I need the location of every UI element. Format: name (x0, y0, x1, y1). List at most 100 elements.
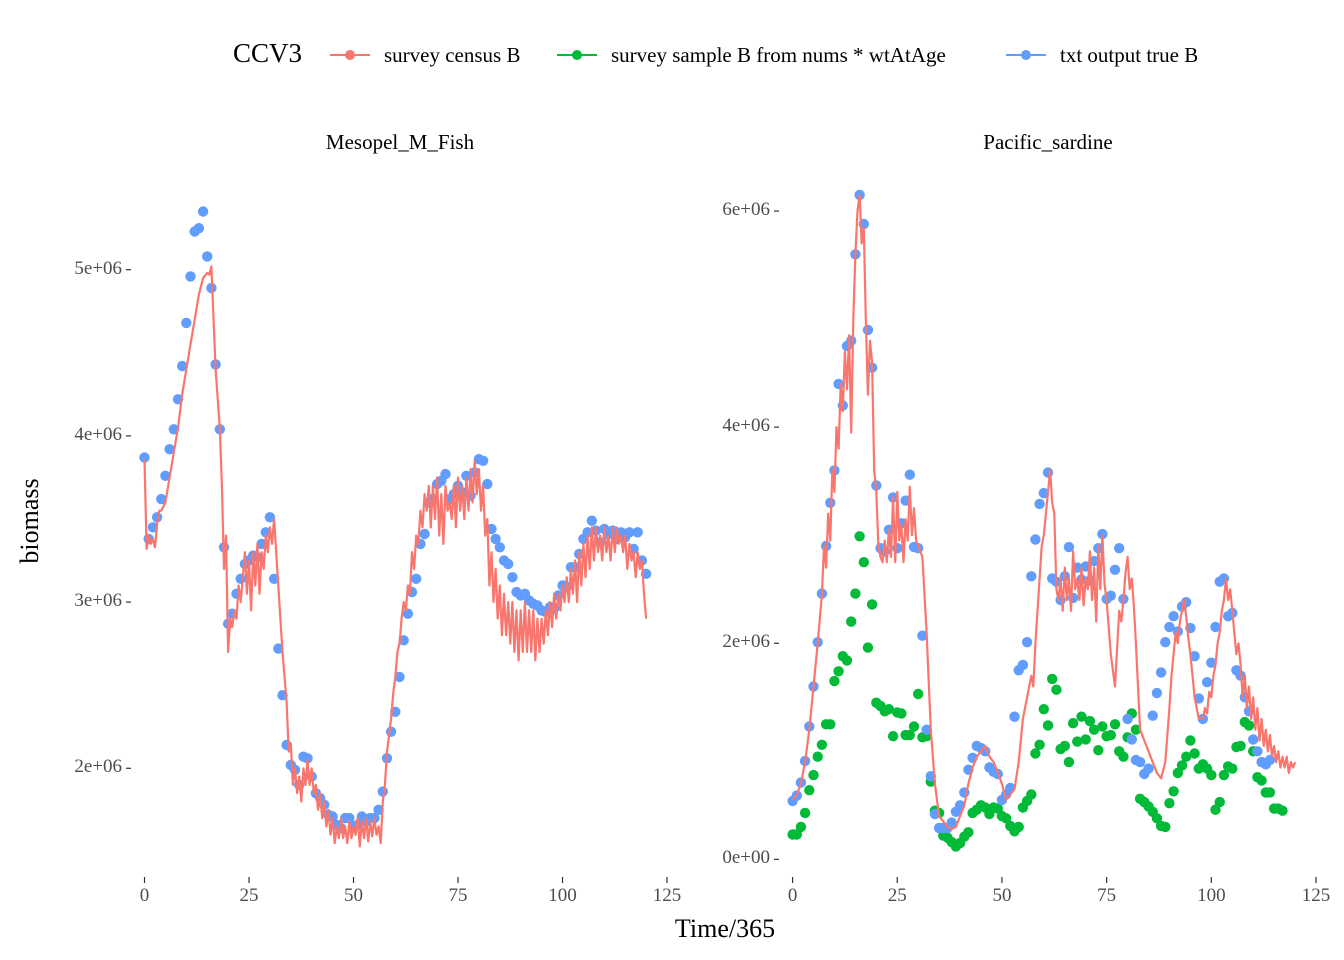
data-point-survey-sample-b-from-nums-wtatage (1038, 704, 1050, 715)
data-point-txt-output-true-b (1038, 487, 1050, 499)
data-point-survey-sample-b-from-nums-wtatage (1051, 684, 1062, 695)
data-point-survey-sample-b-from-nums-wtatage (799, 807, 811, 819)
data-point-survey-sample-b-from-nums-wtatage (1000, 813, 1012, 824)
y-tick-label: 5e+06 (74, 257, 122, 279)
y-tick-label: 0e+00 (722, 847, 770, 869)
data-point-txt-output-true-b (1168, 611, 1179, 622)
data-point-survey-sample-b-from-nums-wtatage (1026, 789, 1037, 800)
data-point-txt-output-true-b (1126, 734, 1138, 745)
data-point-survey-sample-b-from-nums-wtatage (1160, 821, 1171, 833)
data-point-survey-sample-b-from-nums-wtatage (846, 616, 857, 627)
y-axis-label: biomass (15, 478, 44, 564)
data-point-txt-output-true-b (197, 206, 209, 217)
x-tick-label: 100 (1197, 885, 1226, 906)
data-point-survey-sample-b-from-nums-wtatage (1189, 748, 1200, 759)
data-point-txt-output-true-b (1026, 571, 1037, 582)
data-point-txt-output-true-b (181, 317, 192, 329)
data-point-txt-output-true-b (1155, 667, 1167, 678)
y-tick-label: 2e+06 (722, 631, 770, 653)
data-point-survey-sample-b-from-nums-wtatage (1235, 740, 1246, 752)
data-point-txt-output-true-b (160, 470, 171, 481)
y-tick-label: 2e+06 (74, 756, 122, 778)
data-point-survey-sample-b-from-nums-wtatage (858, 557, 869, 568)
data-point-txt-output-true-b (1097, 528, 1108, 540)
data-point-txt-output-true-b (394, 671, 405, 683)
data-point-txt-output-true-b (946, 817, 957, 828)
data-point-txt-output-true-b (302, 753, 313, 764)
y-tick-label: 4e+06 (722, 415, 770, 437)
data-point-survey-sample-b-from-nums-wtatage (1176, 760, 1188, 771)
data-point-survey-sample-b-from-nums-wtatage (825, 719, 836, 730)
data-point-survey-sample-b-from-nums-wtatage (887, 731, 899, 742)
data-point-txt-output-true-b (1218, 573, 1230, 584)
data-point-txt-output-true-b (156, 493, 167, 505)
data-point-txt-output-true-b (202, 251, 213, 262)
y-tick-label: 4e+06 (74, 423, 122, 445)
data-point-survey-sample-b-from-nums-wtatage (1034, 739, 1045, 750)
data-point-txt-output-true-b (846, 335, 857, 346)
data-point-txt-output-true-b (385, 726, 397, 737)
data-point-txt-output-true-b (586, 515, 597, 526)
data-point-txt-output-true-b (1189, 651, 1200, 662)
data-point-txt-output-true-b (344, 812, 355, 824)
y-tick-label: 6e+06 (722, 199, 770, 221)
x-axis-label: Time/365 (674, 914, 776, 943)
data-point-survey-sample-b-from-nums-wtatage (854, 531, 865, 542)
data-point-survey-sample-b-from-nums-wtatage (963, 827, 974, 838)
data-point-txt-output-true-b (1151, 687, 1163, 699)
data-point-txt-output-true-b (624, 527, 635, 538)
x-tick-label: 0 (139, 885, 150, 906)
data-point-txt-output-true-b (1147, 710, 1158, 721)
data-point-txt-output-true-b (507, 572, 518, 583)
data-point-survey-sample-b-from-nums-wtatage (904, 729, 915, 741)
data-point-survey-sample-b-from-nums-wtatage (913, 688, 924, 700)
data-point-txt-output-true-b (273, 643, 284, 654)
data-point-survey-sample-b-from-nums-wtatage (1084, 715, 1096, 727)
data-point-survey-sample-b-from-nums-wtatage (833, 666, 844, 677)
data-point-survey-sample-b-from-nums-wtatage (1243, 720, 1255, 731)
data-point-survey-sample-b-from-nums-wtatage (1097, 721, 1108, 732)
data-point-txt-output-true-b (411, 573, 422, 584)
legend-key-survey-sample (555, 44, 599, 66)
data-point-txt-output-true-b (193, 223, 205, 234)
data-point-survey-sample-b-from-nums-wtatage (1059, 740, 1071, 752)
data-point-survey-sample-b-from-nums-wtatage (1256, 775, 1267, 786)
data-point-survey-sample-b-from-nums-wtatage (908, 721, 920, 732)
x-tick-label: 100 (548, 885, 577, 906)
data-point-survey-sample-b-from-nums-wtatage (1214, 796, 1225, 808)
data-point-txt-output-true-b (1201, 677, 1213, 688)
x-tick-label: 75 (1097, 885, 1117, 906)
data-point-txt-output-true-b (482, 478, 493, 490)
data-point-survey-sample-b-from-nums-wtatage (1264, 787, 1276, 798)
data-point-txt-output-true-b (419, 528, 430, 540)
data-point-txt-output-true-b (1122, 713, 1133, 725)
series-line-survey-census-b (143, 265, 648, 848)
data-point-survey-sample-b-from-nums-wtatage (1047, 673, 1058, 685)
data-point-txt-output-true-b (921, 724, 932, 735)
data-point-survey-sample-b-from-nums-wtatage (841, 655, 853, 666)
data-point-survey-sample-b-from-nums-wtatage (829, 675, 840, 687)
data-point-survey-sample-b-from-nums-wtatage (1130, 724, 1142, 735)
data-point-survey-sample-b-from-nums-wtatage (808, 769, 819, 781)
data-point-survey-sample-b-from-nums-wtatage (883, 704, 895, 715)
x-tick-label: 75 (448, 885, 468, 906)
data-point-txt-output-true-b (1109, 564, 1121, 575)
legend-label-survey-census: survey census B (384, 43, 521, 67)
data-point-txt-output-true-b (917, 630, 928, 641)
legend-key-survey-census (328, 44, 372, 66)
data-point-txt-output-true-b (1160, 637, 1171, 648)
data-point-survey-sample-b-from-nums-wtatage (791, 829, 802, 840)
data-point-survey-sample-b-from-nums-wtatage (1067, 718, 1079, 729)
data-point-survey-sample-b-from-nums-wtatage (1277, 805, 1288, 816)
data-point-txt-output-true-b (904, 469, 915, 480)
data-point-survey-sample-b-from-nums-wtatage (1013, 821, 1024, 833)
data-point-survey-sample-b-from-nums-wtatage (1030, 748, 1041, 759)
x-tick-label: 25 (887, 885, 907, 906)
x-tick-label: 25 (239, 885, 259, 906)
data-point-txt-output-true-b (177, 360, 188, 372)
data-point-txt-output-true-b (139, 452, 150, 463)
data-point-txt-output-true-b (1021, 637, 1033, 648)
legend-label-survey-sample: survey sample B from nums * wtAtAge (611, 43, 946, 67)
data-point-survey-sample-b-from-nums-wtatage (795, 821, 807, 833)
data-point-survey-sample-b-from-nums-wtatage (1076, 711, 1087, 722)
